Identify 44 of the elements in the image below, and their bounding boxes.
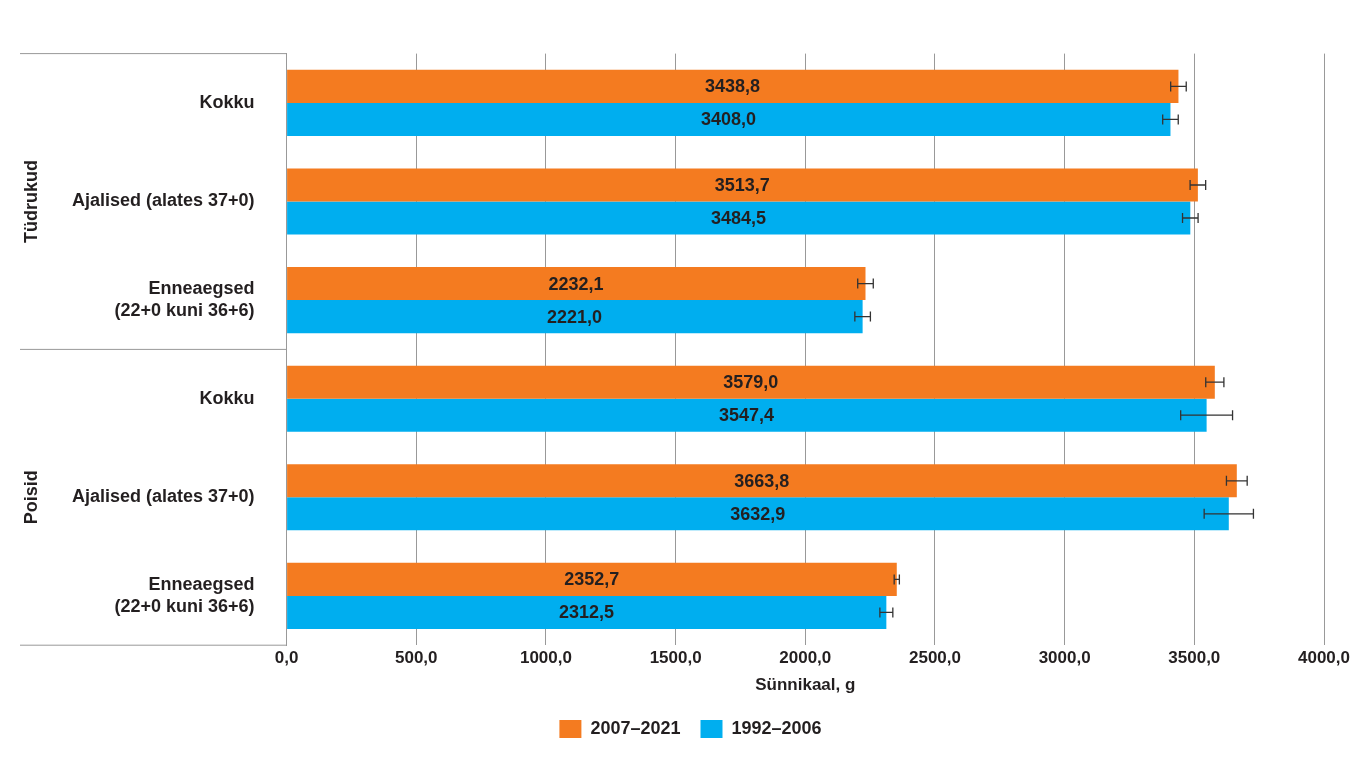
y-tick-label: Enneaegsed (22+0 kuni 36+6) bbox=[114, 278, 255, 320]
text: Tüdrukud bbox=[20, 160, 41, 243]
x-tick-label: 1500,0 bbox=[649, 648, 702, 668]
bar bbox=[287, 102, 1171, 136]
x-tick-label: 3000,0 bbox=[1038, 648, 1091, 668]
data-label: 3438,8 bbox=[705, 76, 761, 97]
data-label: 3663,8 bbox=[734, 470, 790, 491]
x-tick-label: 500,0 bbox=[395, 648, 438, 668]
bar bbox=[287, 497, 1229, 531]
y-tick-label: Kokku bbox=[199, 387, 255, 408]
x-tick-label: 3500,0 bbox=[1168, 648, 1221, 668]
data-label: 2221,0 bbox=[547, 306, 603, 327]
legend-label: 2007–2021 bbox=[590, 717, 681, 738]
y-tick-label: Kokku bbox=[199, 91, 255, 112]
data-label: 3547,4 bbox=[719, 405, 775, 426]
text: Poisid bbox=[20, 470, 41, 525]
data-label: 2312,5 bbox=[558, 602, 615, 623]
bar bbox=[287, 69, 1179, 103]
x-tick-label: 2000,0 bbox=[779, 648, 832, 668]
x-tick-label: 4000,0 bbox=[1298, 648, 1350, 668]
data-label: 2232,1 bbox=[548, 273, 604, 294]
data-label: 2352,7 bbox=[564, 569, 620, 590]
data-label: 3579,0 bbox=[723, 372, 779, 393]
x-tick-label: 0,0 bbox=[274, 648, 299, 668]
x-axis-title: Sünnikaal, g bbox=[755, 675, 856, 695]
bar bbox=[287, 464, 1237, 498]
bar bbox=[287, 201, 1191, 235]
data-label: 3632,9 bbox=[730, 503, 786, 524]
bar bbox=[287, 168, 1198, 202]
y-tick-label: Ajalised (alates 37+0) bbox=[71, 190, 255, 211]
bar bbox=[287, 398, 1207, 432]
data-label: 3484,5 bbox=[710, 207, 766, 228]
x-tick-label: 1000,0 bbox=[519, 648, 572, 668]
bar bbox=[287, 267, 866, 301]
data-label: 3513,7 bbox=[714, 174, 770, 195]
data-label: 3408,0 bbox=[701, 109, 757, 130]
y-tick-label: Enneaegsed (22+0 kuni 36+6) bbox=[114, 574, 255, 616]
bar bbox=[287, 300, 863, 334]
bar bbox=[287, 562, 897, 596]
bar bbox=[287, 365, 1215, 399]
bar bbox=[287, 595, 887, 629]
x-tick-label: 2500,0 bbox=[908, 648, 961, 668]
legend-label: 1992–2006 bbox=[731, 717, 822, 738]
y-tick-label: Ajalised (alates 37+0) bbox=[71, 486, 255, 507]
